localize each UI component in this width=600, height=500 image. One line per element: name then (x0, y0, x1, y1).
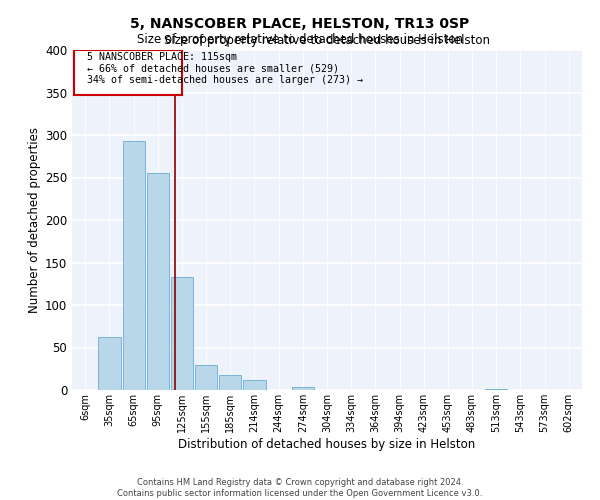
X-axis label: Distribution of detached houses by size in Helston: Distribution of detached houses by size … (178, 438, 476, 450)
Bar (195, 364, 217, 390)
Bar (122, 141, 145, 390)
Text: 5, NANSCOBER PLACE, HELSTON, TR13 0SP: 5, NANSCOBER PLACE, HELSTON, TR13 0SP (130, 18, 470, 32)
FancyBboxPatch shape (74, 50, 182, 95)
Bar (219, 374, 241, 390)
Bar (485, 389, 508, 390)
Text: Size of property relative to detached houses in Helston: Size of property relative to detached ho… (137, 32, 463, 46)
Bar (292, 386, 314, 390)
Text: Contains HM Land Registry data © Crown copyright and database right 2024.
Contai: Contains HM Land Registry data © Crown c… (118, 478, 482, 498)
Bar (98, 338, 121, 390)
Bar (146, 174, 169, 390)
Y-axis label: Number of detached properties: Number of detached properties (28, 127, 41, 313)
Bar (171, 277, 193, 390)
Bar (244, 380, 266, 390)
Text: 5 NANSCOBER PLACE: 115sqm
  ← 66% of detached houses are smaller (529)
  34% of : 5 NANSCOBER PLACE: 115sqm ← 66% of detac… (76, 52, 364, 85)
Title: Size of property relative to detached houses in Helston: Size of property relative to detached ho… (164, 34, 490, 48)
